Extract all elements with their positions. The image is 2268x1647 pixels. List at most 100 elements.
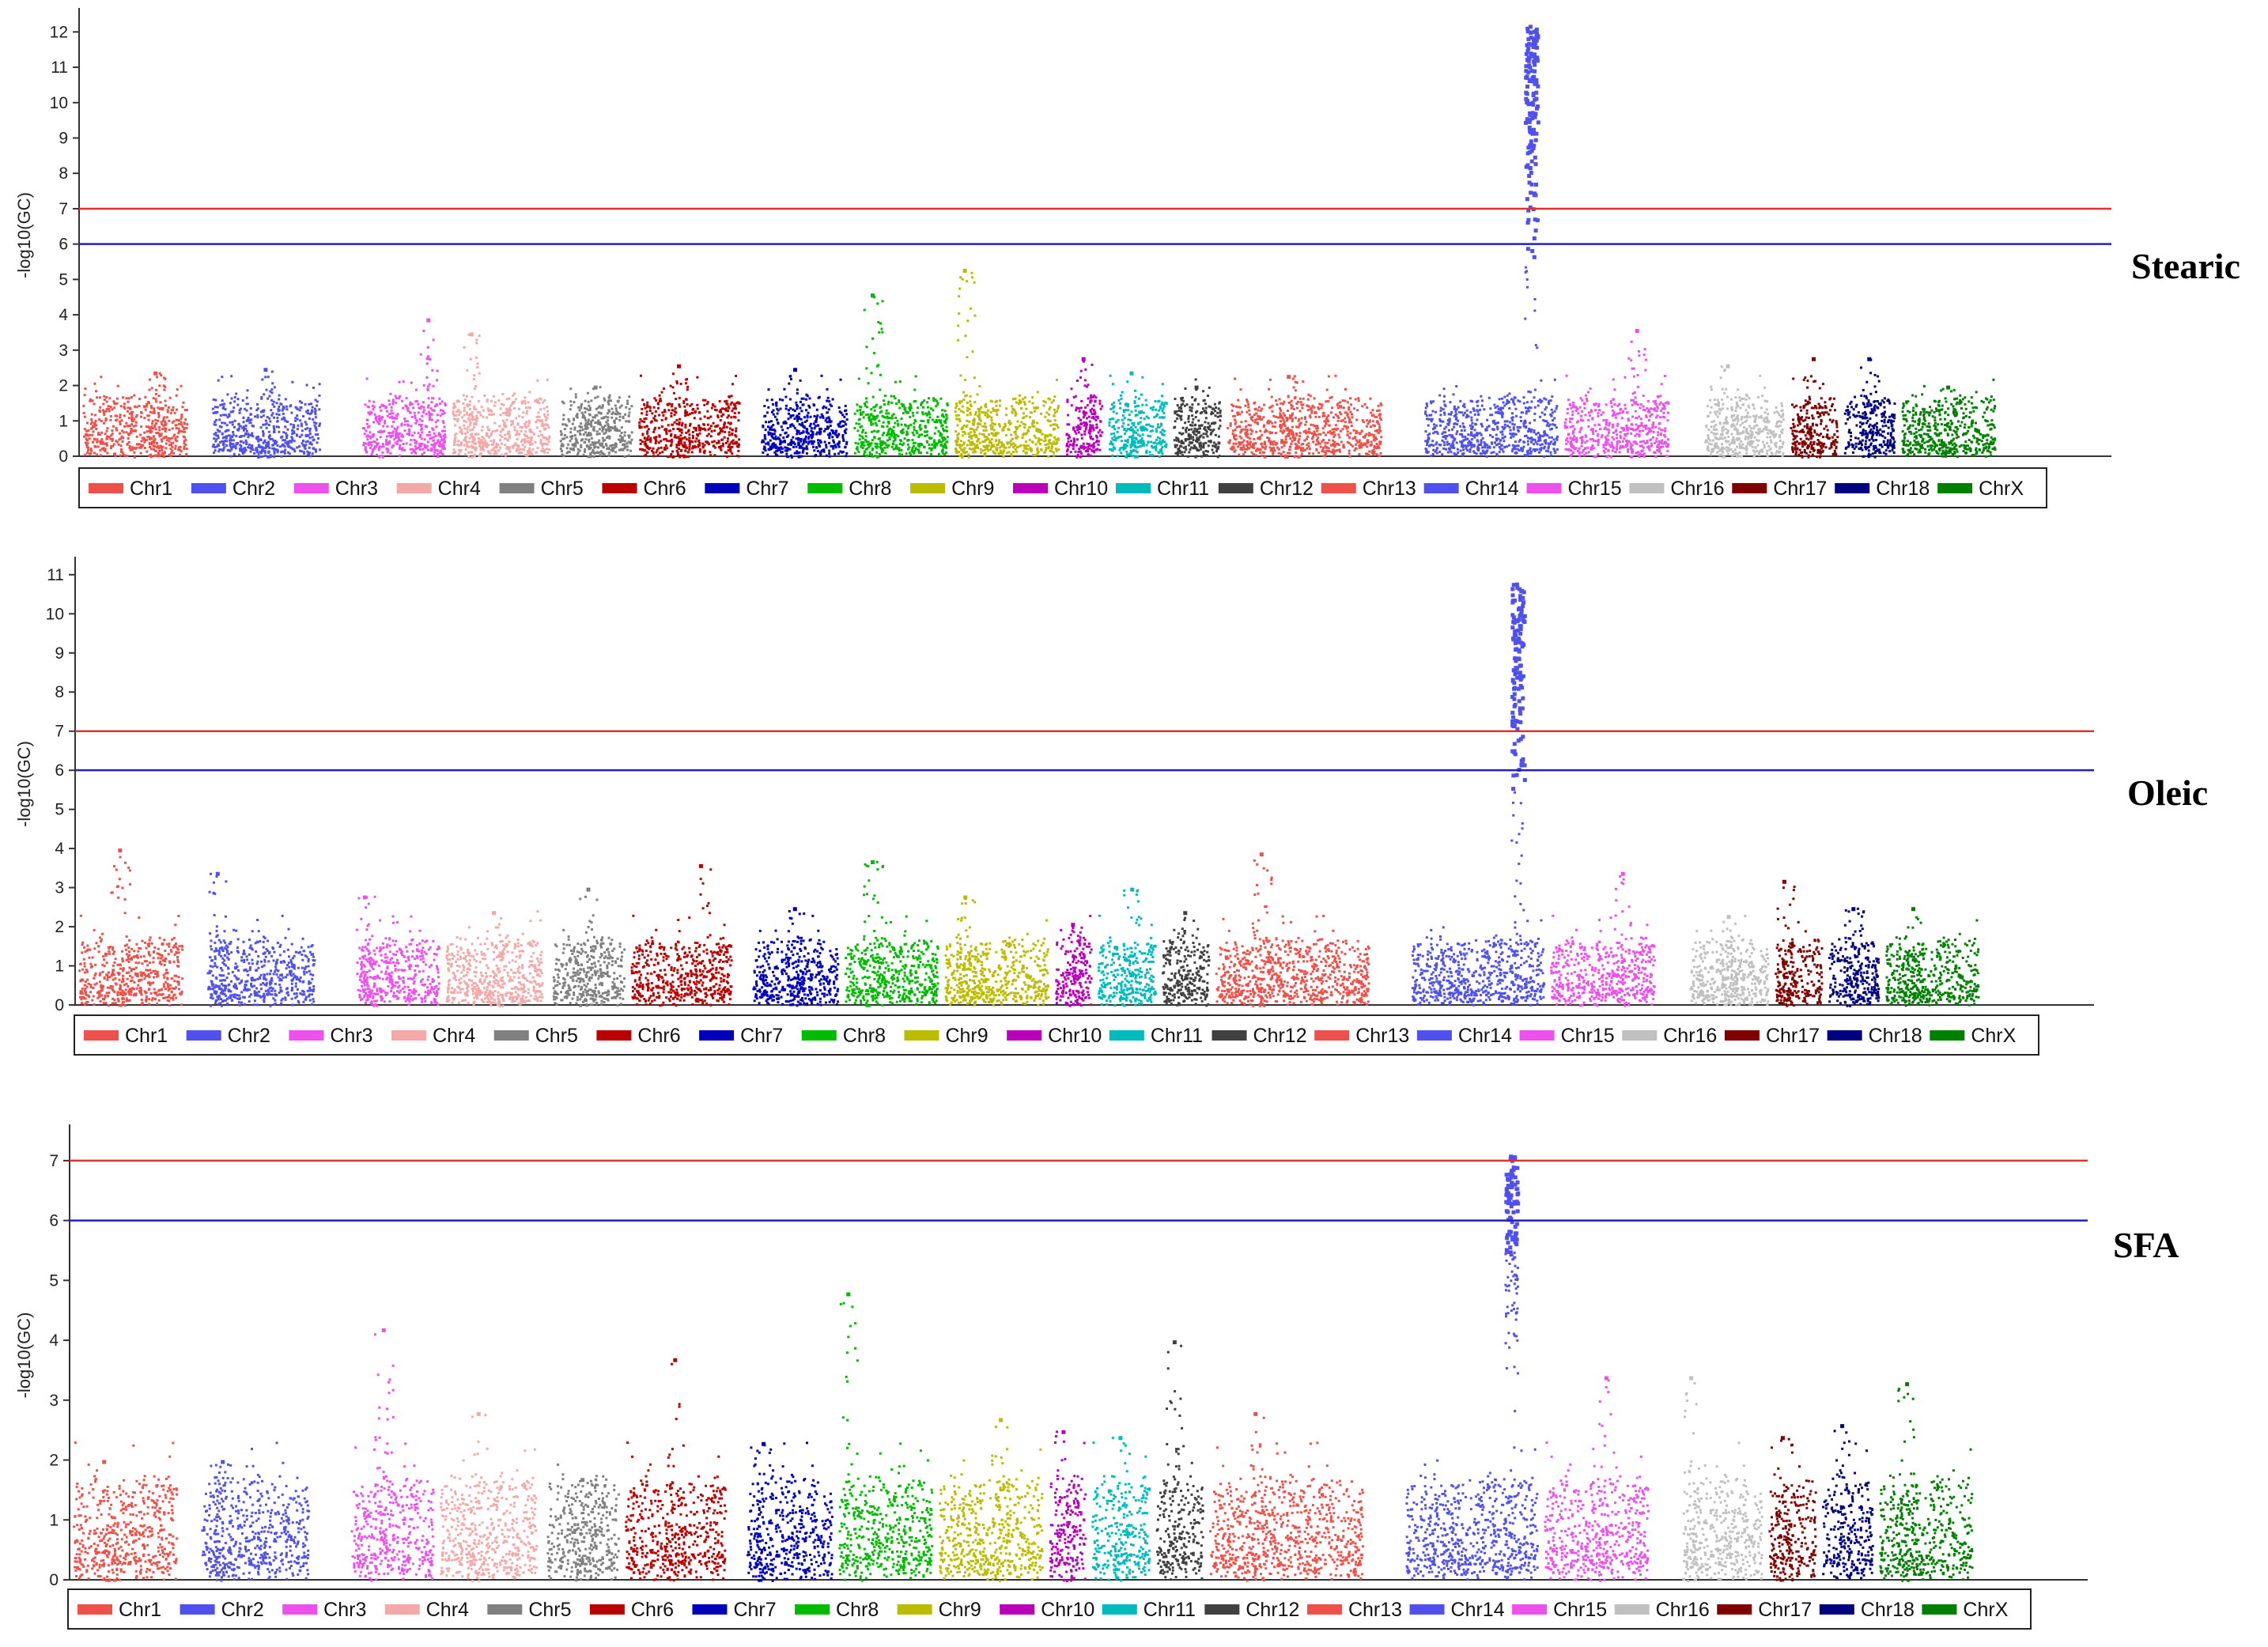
points-chr14 [1424,25,1559,458]
points-chr3 [355,895,440,1007]
points-chr18 [1843,357,1896,459]
y-tick-label: 1 [59,412,68,430]
legend-label: Chr4 [438,478,481,500]
points-chr5 [546,1463,620,1582]
points-chr7 [761,368,849,459]
points-chr15 [1550,871,1656,1007]
legend-swatch [801,1030,837,1041]
y-tick-label: 4 [59,306,68,324]
legend-label: Chr5 [535,1025,578,1047]
points-chrx [1879,1382,1974,1582]
legend-label: Chr6 [643,478,686,500]
legend-swatch [1724,1030,1760,1041]
legend-label: Chr9 [951,478,994,500]
y-tick-label: 11 [51,59,68,77]
y-tick-label: 3 [55,879,64,897]
legend-label: Chr2 [221,1599,264,1621]
y-tick-label: 9 [59,130,68,148]
legend-label: Chr15 [1553,1599,1607,1621]
legend-swatch [1218,483,1253,493]
legend-swatch [1717,1604,1752,1615]
points-chrx [1885,907,1980,1007]
points-chr2 [201,1441,311,1582]
y-tick-label: 3 [49,1392,59,1410]
points-chr15 [1563,329,1670,459]
legend-label: Chr16 [1663,1025,1717,1047]
legend-swatch [1306,1604,1342,1615]
legend-swatch [487,1604,523,1615]
points [78,582,1980,1007]
legend-label: Chr4 [426,1599,469,1621]
y-tick-label: 10 [46,605,64,623]
legend-swatch [1423,483,1459,493]
points-chr15 [1544,1376,1650,1582]
legend-swatch [1416,1030,1452,1041]
legend-label: Chr11 [1151,1025,1203,1047]
y-tick-label: 2 [55,918,64,936]
legend-swatch [596,1030,632,1041]
legend-label: Chr14 [1458,1025,1512,1047]
points-chr1 [82,371,189,459]
legend: Chr1 Chr2 Chr3 Chr4 Chr5 Chr6 Chr7 Chr8 Chr9 Chr1… [67,1588,2032,1630]
y-tick-label: 4 [49,1332,59,1350]
trait-title: SFA [2113,1225,2179,1265]
y-tick-label: 12 [50,23,68,41]
legend-label: Chr10 [1054,478,1108,500]
legend-swatch [1007,1030,1042,1041]
legend-swatch [1827,1030,1862,1041]
legend-label: Chr3 [323,1599,366,1621]
legend-label: Chr5 [528,1599,571,1621]
legend-label: Chr18 [1876,478,1930,500]
legend-label: Chr17 [1758,1599,1812,1621]
points-chr11 [1097,887,1157,1007]
points-chr13 [1215,852,1370,1007]
y-tick-label: 0 [59,448,68,466]
legend-label: Chr13 [1348,1599,1402,1621]
legend-swatch [186,1030,221,1041]
legend-swatch [692,1604,728,1615]
legend-swatch [897,1604,932,1615]
points-chr17 [1768,1436,1817,1582]
points-chr8 [845,860,939,1007]
legend-label: Chr8 [843,1025,886,1047]
points-chr2 [206,871,316,1007]
legend-swatch [1115,483,1151,493]
points-chr12 [1162,911,1211,1007]
legend-label: Chr8 [836,1599,879,1621]
points-chr3 [350,1328,435,1582]
legend-label: Chr8 [849,478,891,500]
y-tick-label: 5 [49,1271,59,1290]
points-chr13 [1227,374,1383,459]
legend-swatch [1314,1030,1350,1041]
y-axis-label: -log10(GC) [14,741,34,827]
legend-swatch [282,1604,318,1615]
legend-swatch [293,483,329,493]
points-chr6 [625,1358,728,1582]
y-tick-label: 8 [55,683,64,701]
legend-label: Chr1 [119,1599,161,1621]
y-tick-label: 1 [49,1511,59,1529]
points-chr17 [1775,879,1824,1007]
legend-swatch [1622,1030,1658,1041]
legend-label: Chr16 [1656,1599,1710,1621]
legend-swatch [699,1030,735,1041]
points-chr11 [1108,371,1168,459]
legend-swatch [1013,483,1049,493]
points-chr2 [211,368,322,459]
points-chr6 [638,364,741,459]
y-tick-label: 11 [47,566,64,584]
legend-label: Chr10 [1041,1599,1094,1621]
points [82,25,1997,459]
points-chr1 [78,848,184,1007]
legend-label: Chr18 [1869,1025,1922,1047]
legend-swatch [904,1030,939,1041]
points-chr12 [1155,1340,1204,1581]
legend-swatch [1204,1604,1240,1615]
legend-swatch [807,483,843,493]
legend-label: Chr7 [746,478,788,500]
legend-swatch [795,1604,830,1615]
